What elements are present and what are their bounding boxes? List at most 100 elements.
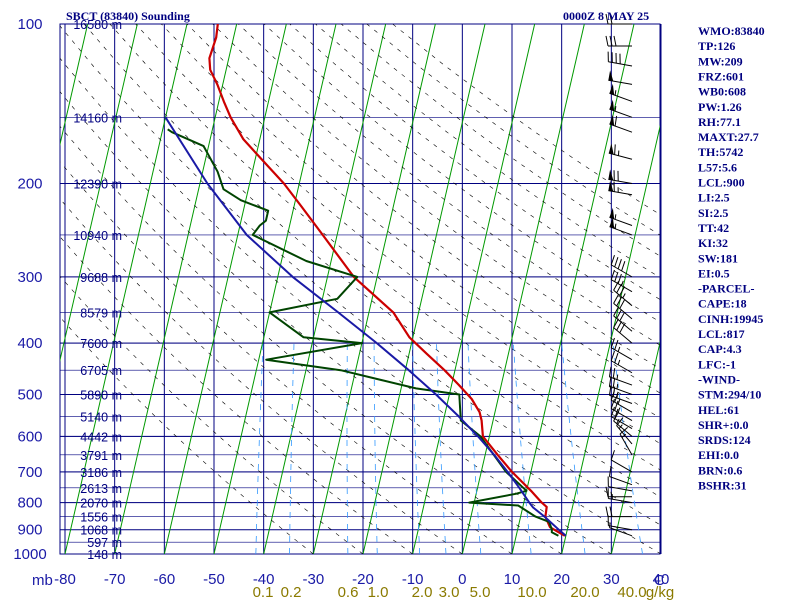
index-entry: EI:0.5 [698, 266, 730, 280]
index-entry: TH:5742 [698, 145, 743, 159]
isotherm-line [213, 24, 337, 554]
height-label: 12390 m [73, 178, 122, 192]
wind-barb [608, 180, 633, 196]
pressure-tick-label: 200 [17, 176, 42, 193]
index-entry: TT:42 [698, 221, 729, 235]
dry-adiabat [238, 24, 660, 346]
wind-barb [610, 406, 633, 430]
index-entry: SHR+:0.0 [698, 418, 749, 432]
wind-barb [608, 466, 633, 486]
height-label: 9688 m [80, 271, 122, 285]
index-entry: EHI:0.0 [698, 448, 739, 462]
mixing-ratio-label: 0.1 [253, 584, 274, 600]
pressure-unit-label: mb [32, 572, 53, 589]
index-entry: CAP:4.3 [698, 342, 742, 356]
mixing-ratio-line [612, 343, 643, 554]
wind-barb [610, 350, 633, 374]
mixing-ratio-label: 5.0 [470, 584, 491, 600]
index-entry: TP:126 [698, 39, 735, 53]
mixing-ratio-label: 20.0 [570, 584, 599, 600]
wind-barb [613, 294, 633, 320]
height-label: 5890 m [80, 388, 122, 402]
index-entry: HEL:61 [698, 403, 739, 417]
height-label: 6705 m [80, 364, 122, 378]
pressure-tick-label: 700 [17, 464, 42, 481]
height-label: 3186 m [80, 466, 122, 480]
index-entry: RH:77.1 [698, 115, 741, 129]
mixing-ratio-label: 10.0 [517, 584, 546, 600]
dry-adiabat [60, 161, 513, 554]
wind-barb [609, 99, 633, 118]
wind-barb [613, 411, 633, 437]
pressure-tick-label: 300 [17, 269, 42, 286]
height-label: 1068 m [80, 524, 122, 538]
temp-tick-label: -30 [302, 571, 324, 588]
dry-adiabat [186, 24, 660, 394]
temp-tick-label: -80 [54, 571, 76, 588]
height-label: 10940 m [73, 229, 122, 243]
wind-barb [609, 207, 633, 226]
dry-adiabat [60, 275, 364, 554]
wind-barb [605, 486, 632, 498]
isotherm-line [60, 24, 138, 363]
index-entry: L57:5.6 [698, 160, 737, 174]
temperature-line [208, 24, 566, 537]
temp-tick-label: 10 [504, 571, 521, 588]
height-label: 3791 m [80, 449, 122, 463]
pressure-tick-label: 500 [17, 386, 42, 403]
index-entry: STM:294/10 [698, 388, 761, 402]
index-entry: -WIND- [698, 372, 740, 386]
mixing-ratio-label: 0.6 [338, 584, 359, 600]
index-entry: LI:2.5 [698, 191, 730, 205]
height-label: 2070 m [80, 497, 122, 511]
wind-barb [609, 83, 633, 102]
isotherm-line [64, 24, 188, 554]
station-title: SBCT (83840) Sounding [66, 9, 190, 23]
height-label: 1556 m [80, 511, 122, 525]
mixing-ratio-label: 2.0 [412, 584, 433, 600]
mixing-ratio-line [255, 343, 264, 554]
pressure-tick-label: 800 [17, 495, 42, 512]
index-entry: SI:2.5 [698, 206, 728, 220]
thermo-background-lines [60, 24, 660, 554]
isotherm-line [461, 24, 585, 554]
height-label: 16580 m [73, 18, 122, 32]
wind-barb [608, 522, 633, 537]
index-entry: KI:32 [698, 236, 728, 250]
index-entry: SW:181 [698, 251, 738, 265]
wind-barb [609, 114, 633, 133]
index-entry: FRZ:601 [698, 69, 744, 83]
index-entry: CAPE:18 [698, 297, 747, 311]
temp-tick-label: -60 [153, 571, 175, 588]
pressure-tick-label: 900 [17, 522, 42, 539]
isotherm-line [114, 24, 238, 554]
mixing-ratio-line [561, 343, 586, 554]
wind-barb [607, 51, 633, 67]
mixing-ratio-line [436, 343, 447, 554]
wind-barb [610, 255, 633, 278]
grid-lines [59, 23, 662, 555]
height-label: 5140 m [80, 410, 122, 424]
index-entry: BSHR:31 [698, 479, 747, 493]
mixing-ratio-label: 1.0 [368, 584, 389, 600]
wind-barb [610, 269, 633, 293]
index-entry: PW:1.26 [698, 100, 742, 114]
temperature-unit-label: C [654, 572, 665, 589]
wind-barb [619, 426, 633, 456]
pressure-tick-label: 400 [17, 335, 42, 352]
pressure-tick-label: 1000 [13, 546, 46, 563]
height-label: 2613 m [80, 482, 122, 496]
index-entry: MAXT:27.7 [698, 130, 759, 144]
dry-adiabat [109, 24, 660, 471]
wind-barb [609, 217, 633, 236]
isotherm-line [263, 24, 387, 554]
mixing-ratio-line [412, 343, 421, 554]
pressure-tick-label: 600 [17, 428, 42, 445]
wind-barb [613, 318, 633, 344]
wind-barb [608, 366, 633, 386]
index-entry: WB0:608 [698, 85, 746, 99]
isotherm-line [610, 340, 660, 554]
wind-barb [605, 506, 632, 518]
mixing-ratio-line [346, 343, 349, 554]
